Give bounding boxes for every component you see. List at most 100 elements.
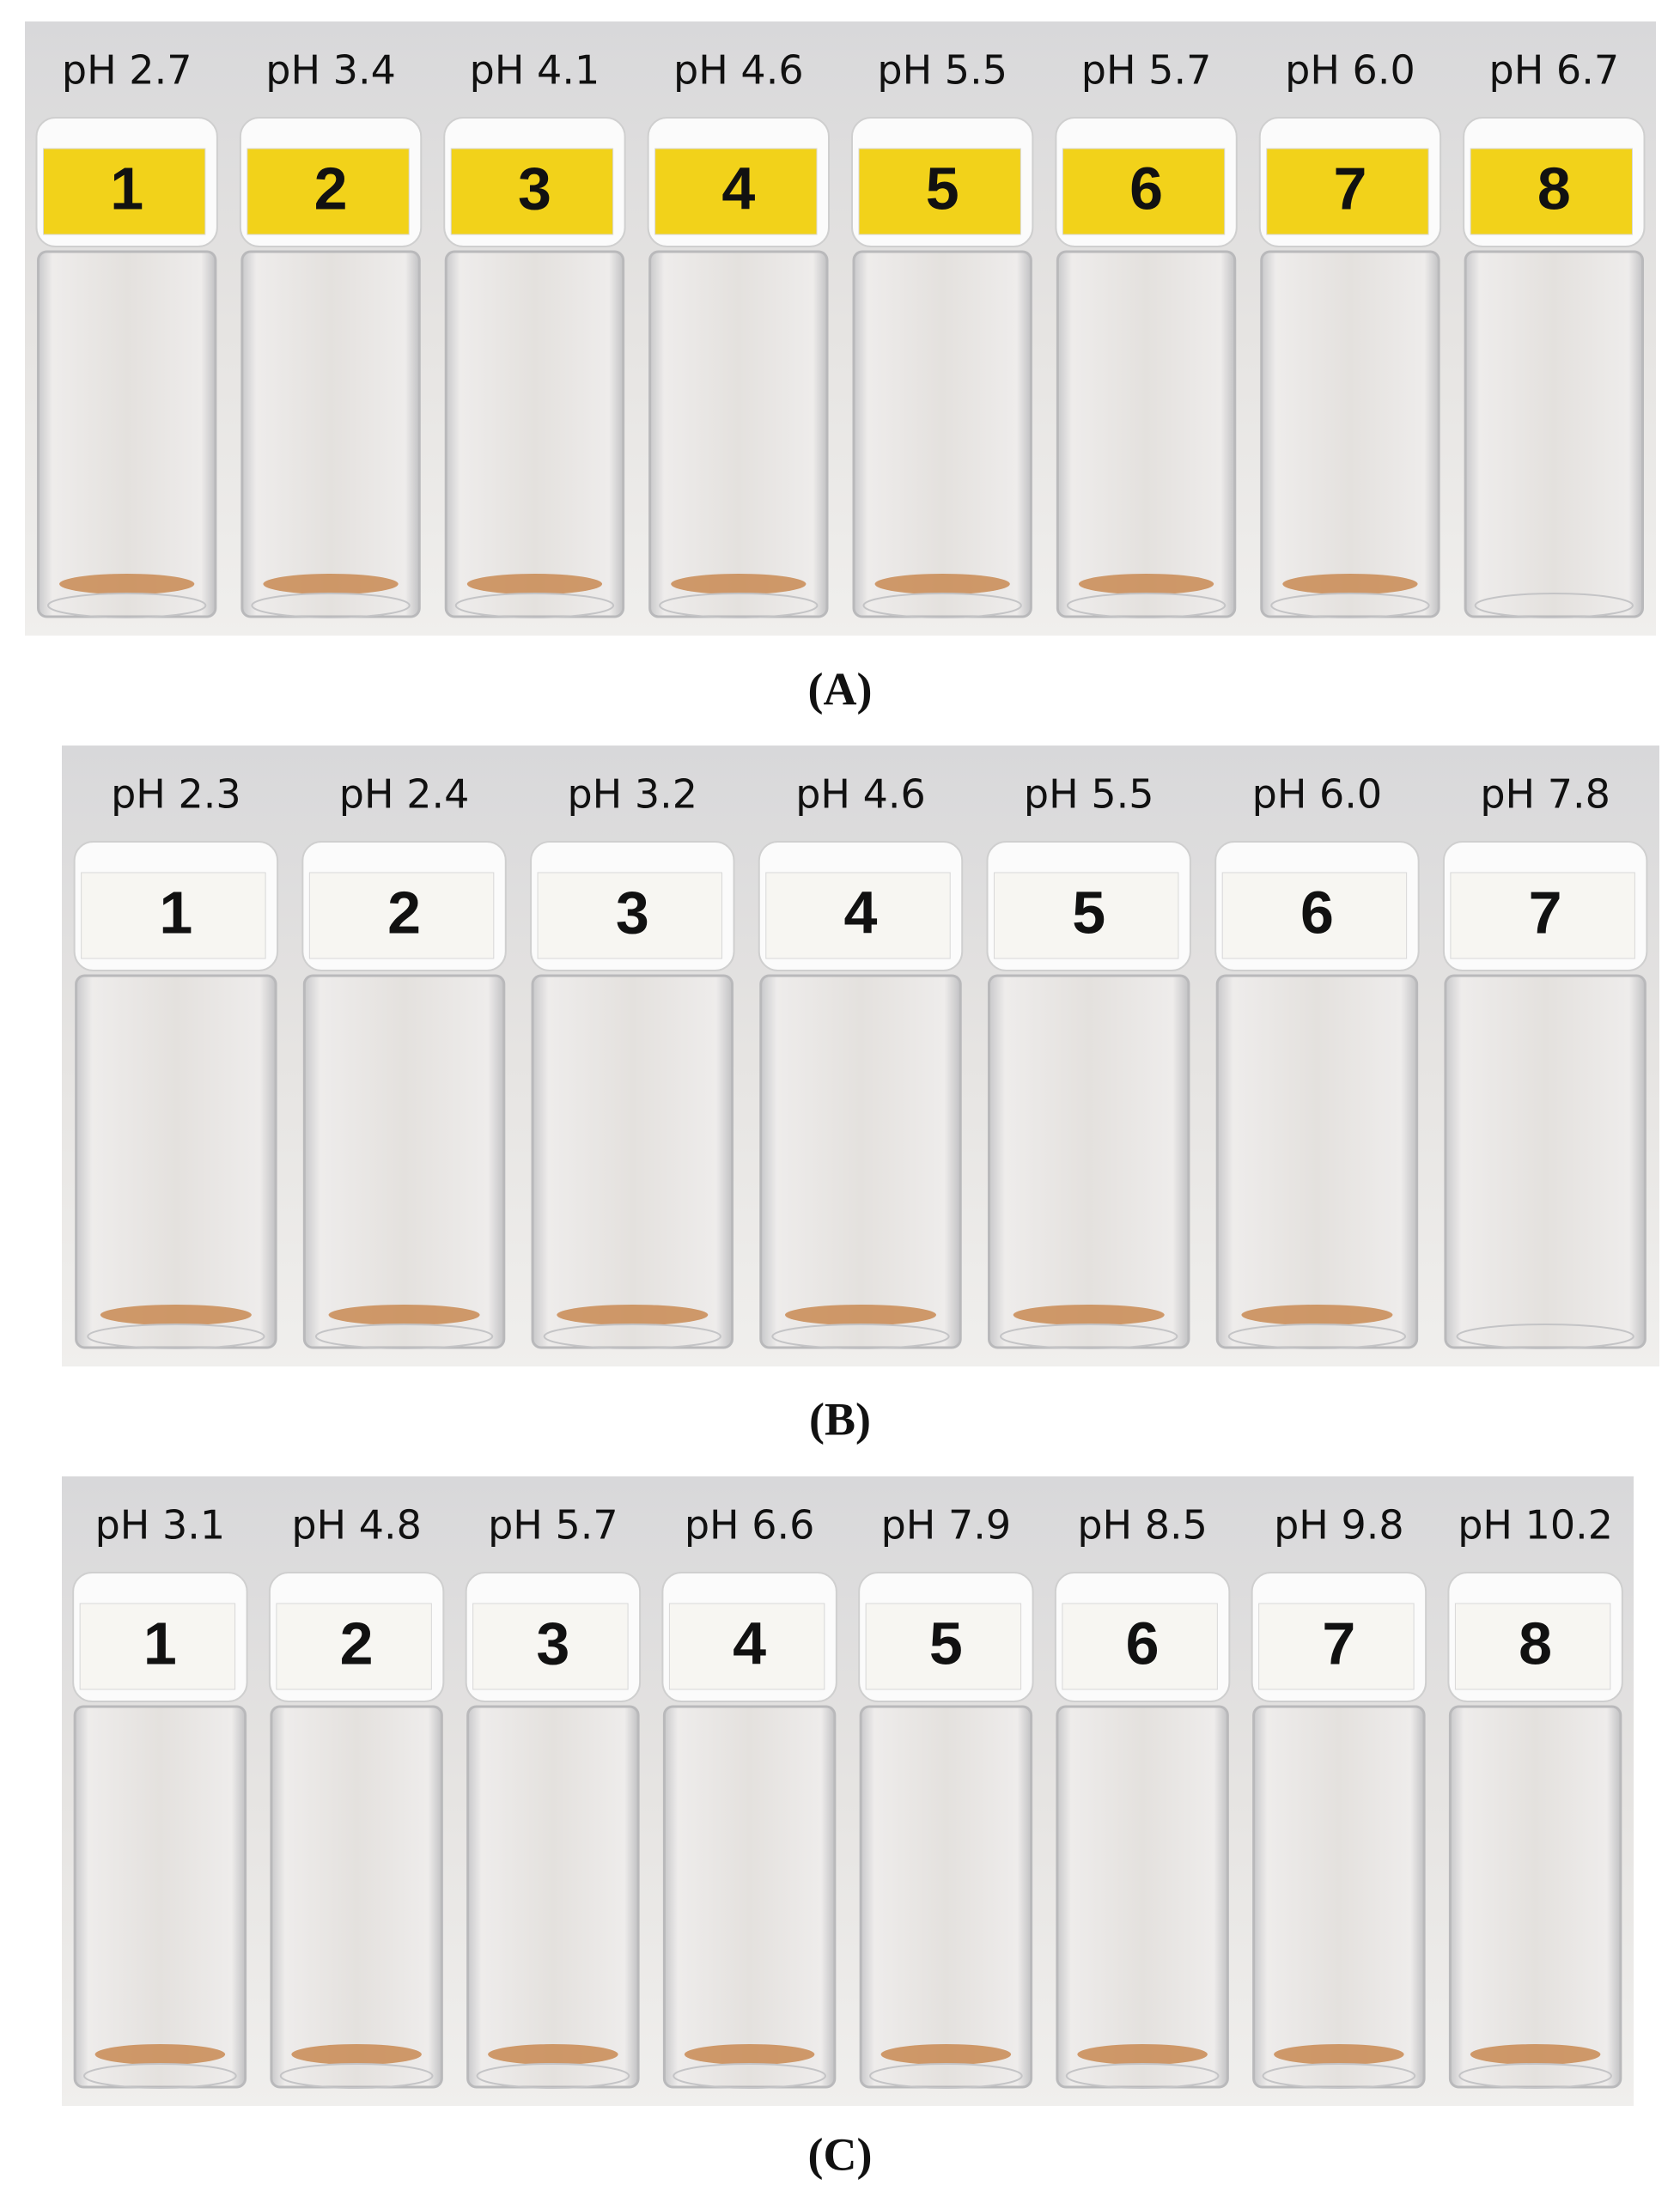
vial-base bbox=[46, 593, 207, 618]
ph-label: pH 5.7 bbox=[1081, 47, 1212, 94]
ph-label: pH 3.2 bbox=[567, 771, 697, 818]
vial-base bbox=[862, 593, 1022, 618]
sediment bbox=[1078, 574, 1214, 594]
vial: pH 5.5 5 bbox=[850, 47, 1034, 618]
vial: pH 4.6 4 bbox=[758, 771, 964, 1349]
vial: pH 10.2 8 bbox=[1447, 1502, 1623, 2089]
vial-number: 1 bbox=[159, 879, 192, 946]
vial: pH 2.7 1 bbox=[35, 47, 218, 618]
vial-base bbox=[454, 593, 615, 618]
vial: pH 4.6 4 bbox=[647, 47, 831, 618]
vial-base bbox=[1000, 1324, 1178, 1349]
sediment bbox=[94, 2044, 226, 2065]
vial-label bbox=[276, 1603, 432, 1690]
vial-label bbox=[308, 872, 495, 959]
panel: pH 3.1 1 pH 4.8 2 pH 5.7 3 pH 6.6 4 pH 7.9 5 pH 8.… bbox=[62, 1476, 1634, 2180]
vial-base bbox=[251, 593, 411, 618]
vial-label bbox=[1450, 872, 1635, 959]
vial-number: 1 bbox=[143, 1610, 177, 1677]
vial-body bbox=[1464, 250, 1645, 618]
sediment bbox=[488, 2044, 618, 2065]
sediment bbox=[59, 574, 195, 594]
vial-body bbox=[1056, 250, 1237, 618]
vial-number: 8 bbox=[1537, 155, 1571, 222]
ph-label: pH 7.9 bbox=[881, 1502, 1012, 1549]
vial-body bbox=[302, 974, 506, 1349]
ph-label: pH 5.7 bbox=[488, 1502, 618, 1549]
vial-body bbox=[987, 974, 1190, 1349]
vial-label bbox=[1062, 1603, 1218, 1690]
ph-label: pH 6.0 bbox=[1285, 47, 1415, 94]
sediment bbox=[1077, 2044, 1208, 2065]
vial: pH 2.3 1 bbox=[73, 771, 279, 1349]
panel: pH 2.3 1 pH 2.4 2 pH 3.2 3 pH 4.6 4 pH 5.5 5 pH 6.… bbox=[62, 746, 1659, 1445]
ph-label: pH 4.6 bbox=[673, 47, 804, 94]
ph-label: pH 6.0 bbox=[1252, 771, 1383, 818]
vial-body bbox=[270, 1705, 443, 2089]
vial-body bbox=[531, 974, 734, 1349]
ph-label: pH 6.6 bbox=[685, 1502, 815, 1549]
vial-number: 5 bbox=[1072, 879, 1105, 946]
sediment bbox=[100, 1305, 252, 1325]
vial-body bbox=[73, 1705, 247, 2089]
vial: pH 5.7 6 bbox=[1055, 47, 1238, 618]
vial-base bbox=[1458, 2063, 1613, 2089]
vial-base bbox=[314, 1324, 494, 1349]
vial-number: 2 bbox=[340, 1610, 374, 1677]
ph-label: pH 6.7 bbox=[1489, 47, 1620, 94]
sediment bbox=[1282, 574, 1418, 594]
vial-base bbox=[1227, 1324, 1407, 1349]
ph-label: pH 10.2 bbox=[1458, 1502, 1613, 1549]
vial-base bbox=[673, 2063, 827, 2089]
sediment bbox=[1470, 2044, 1601, 2065]
sediment bbox=[291, 2044, 422, 2065]
vial-base bbox=[1270, 593, 1430, 618]
vial-label bbox=[865, 1603, 1022, 1690]
vial: pH 7.9 5 bbox=[858, 1502, 1034, 2089]
sediment bbox=[671, 574, 807, 594]
vial-base bbox=[1065, 2063, 1220, 2089]
vial-number: 7 bbox=[1333, 155, 1367, 222]
vial-label bbox=[654, 148, 818, 235]
vial-base bbox=[543, 1324, 721, 1349]
vial-base bbox=[476, 2063, 630, 2089]
vial-base bbox=[771, 1324, 950, 1349]
vial-number: 7 bbox=[1529, 879, 1562, 946]
vial-number: 6 bbox=[1129, 155, 1163, 222]
ph-label: pH 3.4 bbox=[265, 47, 396, 94]
ph-label: pH 7.8 bbox=[1480, 771, 1610, 818]
vial: pH 3.1 1 bbox=[72, 1502, 248, 2089]
vial-label bbox=[1062, 148, 1226, 235]
vial-number: 5 bbox=[929, 1610, 963, 1677]
vial-number: 8 bbox=[1519, 1610, 1552, 1677]
vial-label bbox=[765, 872, 951, 959]
sediment bbox=[880, 2044, 1012, 2065]
panel-caption: (A) bbox=[808, 663, 873, 715]
ph-label: pH 2.7 bbox=[62, 47, 192, 94]
vial-body bbox=[1056, 1705, 1229, 2089]
vial-number: 3 bbox=[518, 155, 551, 222]
vial-number: 7 bbox=[1322, 1610, 1355, 1677]
vial-base bbox=[1474, 593, 1634, 618]
vial-base bbox=[659, 593, 819, 618]
sediment bbox=[1013, 1305, 1165, 1325]
sediment bbox=[1241, 1305, 1393, 1325]
vial-label bbox=[450, 148, 614, 235]
vial-number: 4 bbox=[844, 879, 878, 946]
vial: pH 2.4 2 bbox=[301, 771, 507, 1349]
vial-body bbox=[240, 250, 421, 618]
panel-caption: (B) bbox=[809, 1393, 871, 1445]
vial-label bbox=[1266, 148, 1429, 235]
vial-label bbox=[472, 1603, 629, 1690]
vial: pH 6.0 6 bbox=[1214, 771, 1420, 1349]
ph-label: pH 9.8 bbox=[1274, 1502, 1404, 1549]
vial-label bbox=[993, 872, 1179, 959]
vial-number: 2 bbox=[314, 155, 348, 222]
vial-label bbox=[858, 148, 1021, 235]
vial-base bbox=[279, 2063, 434, 2089]
sediment bbox=[684, 2044, 815, 2065]
vial: pH 6.6 4 bbox=[661, 1502, 837, 2089]
ph-label: pH 2.3 bbox=[111, 771, 241, 818]
vial-body bbox=[36, 250, 217, 618]
